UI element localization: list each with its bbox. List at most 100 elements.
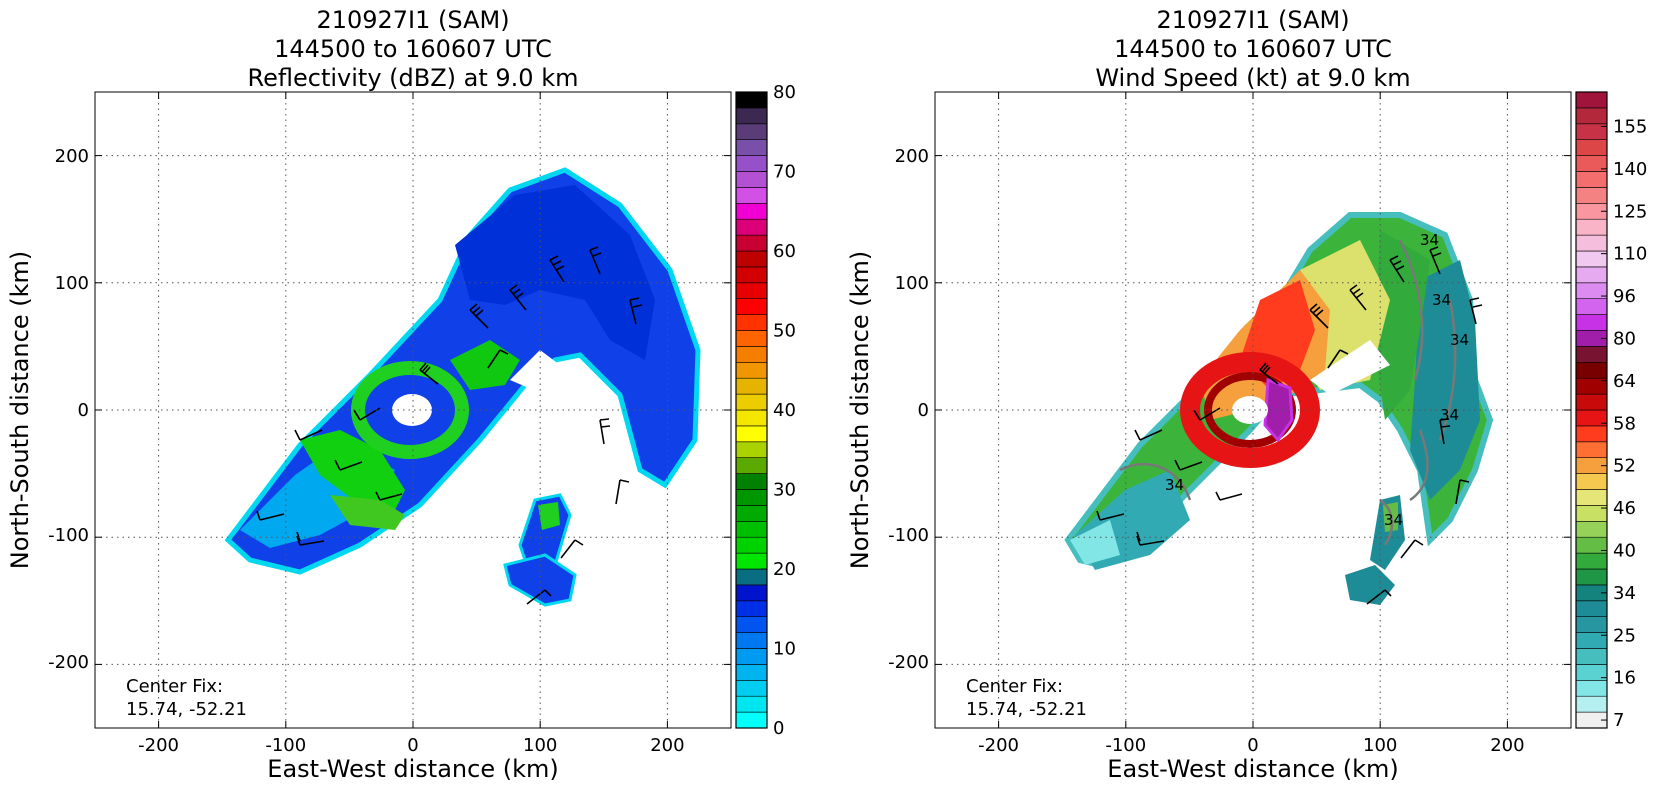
wind-speed-panel: 210927I1 (SAM) 144500 to 160607 UTC Wind… (846, 6, 1647, 783)
wind-speed-field-notch (1310, 340, 1390, 395)
wind-barb (1309, 303, 1329, 329)
contour-label: 34 (1440, 406, 1459, 424)
colorbar-tick-label: 110 (1613, 244, 1647, 265)
colorbar-box (735, 409, 768, 427)
colorbar-box (1575, 552, 1608, 570)
colorbar-tick-label: 80 (773, 82, 796, 103)
wind-speed-colorbar-labels: 7 16 25 34 40 46 52 58 64 80 96 110 125 140 155 (1613, 116, 1647, 731)
colorbar-box (735, 616, 768, 633)
wind-barb (256, 510, 285, 521)
wind-speed-colorbar (1575, 91, 1608, 729)
wind-barb (1327, 349, 1349, 369)
reflectivity-field-northeast (455, 185, 655, 360)
colorbar-tick-label: 20 (773, 559, 796, 580)
wind-speed-field-cyan-west (1070, 520, 1120, 565)
reflectivity-xtick-label: 100 (523, 735, 557, 756)
colorbar-box (735, 393, 768, 411)
colorbar-box (1575, 218, 1608, 236)
contour-line (1409, 429, 1429, 502)
wind-speed-contours (1119, 239, 1457, 546)
wind-speed-ylabel: North-South distance (km) (846, 251, 874, 570)
colorbar-box (735, 218, 768, 236)
wind-speed-xtick-label: 0 (1247, 735, 1258, 756)
colorbar-frame (1575, 91, 1608, 729)
colorbar-box (735, 473, 768, 490)
colorbar-box (735, 314, 768, 331)
colorbar-box (1575, 648, 1608, 665)
colorbar-box (1575, 107, 1608, 125)
colorbar-tick-label: 40 (773, 400, 796, 421)
wind-speed-ytick-label: -200 (888, 652, 929, 673)
reflectivity-xlabel: East-West distance (km) (267, 755, 558, 783)
wind-barb (1439, 418, 1451, 445)
colorbar-box (735, 250, 768, 268)
wind-speed-field-purple (1263, 377, 1294, 443)
wind-speed-title-line-3: Wind Speed (kt) at 9.0 km (1095, 64, 1410, 92)
colorbar-box (735, 520, 768, 538)
colorbar-tick-label: 80 (1613, 328, 1636, 349)
wind-speed-gridlines (935, 92, 1571, 728)
reflectivity-center-fix-label: Center Fix: (126, 676, 223, 697)
colorbar-tick-label: 64 (1613, 371, 1636, 392)
colorbar-box (1575, 346, 1608, 363)
colorbar-box (735, 266, 768, 284)
colorbar-tick-label: 46 (1613, 498, 1636, 519)
wind-speed-xtick-label: 100 (1363, 735, 1397, 756)
wind-speed-colorbar-ticks (1601, 125, 1607, 721)
colorbar-box (735, 139, 768, 156)
colorbar-tick-label: 40 (1613, 540, 1636, 561)
reflectivity-title-line-1: 210927I1 (SAM) (316, 6, 509, 34)
colorbar-tick-label: 30 (773, 480, 796, 501)
reflectivity-plot-area (95, 92, 731, 728)
contour-label: 34 (1165, 476, 1184, 494)
colorbar-box (1575, 425, 1608, 443)
colorbar-box (1575, 600, 1608, 617)
colorbar-box (735, 552, 768, 570)
wind-barb (334, 459, 363, 471)
reflectivity-colorbar (735, 91, 768, 729)
wind-barb (469, 303, 489, 329)
wind-speed-xtick-label: -200 (978, 735, 1019, 756)
colorbar-tick-label: 0 (773, 718, 784, 739)
colorbar-tick-label: 140 (1613, 159, 1647, 180)
wind-barb (1134, 429, 1163, 441)
wind-speed-field-band-2 (1345, 565, 1395, 605)
wind-speed-xtick-label: -100 (1105, 735, 1146, 756)
wind-barb (509, 284, 527, 311)
colorbar-box (735, 584, 768, 602)
reflectivity-xtick-label: -200 (138, 735, 179, 756)
colorbar-tick-label: 96 (1613, 286, 1636, 307)
colorbar-tick-label: 10 (773, 639, 796, 660)
wind-barb (549, 255, 565, 283)
wind-barb (560, 539, 584, 559)
reflectivity-ytick-label: -200 (48, 652, 89, 673)
reflectivity-field-band-green (538, 502, 560, 530)
wind-barb (599, 418, 611, 445)
colorbar-box (1575, 187, 1608, 204)
colorbar-box (735, 600, 768, 617)
colorbar-box (1575, 520, 1608, 538)
colorbar-box (1575, 91, 1608, 109)
colorbar-box (1575, 139, 1608, 156)
colorbar-box (735, 361, 768, 379)
reflectivity-center-fix-value: 15.74, -52.21 (126, 699, 247, 720)
colorbar-tick-label: 16 (1613, 668, 1636, 689)
wind-barb (1096, 510, 1125, 521)
reflectivity-field-notch (510, 350, 560, 395)
reflectivity-tick-marks (95, 92, 731, 728)
colorbar-box (735, 171, 768, 188)
wind-barb (629, 297, 643, 325)
reflectivity-colorbar-labels: 0 10 20 30 40 50 60 70 80 (773, 82, 796, 739)
reflectivity-ylabel: North-South distance (km) (6, 251, 34, 570)
colorbar-box (735, 425, 768, 443)
wind-speed-contour-labels: 34 34 34 34 34 34 (1165, 231, 1469, 529)
colorbar-box (1575, 171, 1608, 188)
wind-speed-ytick-label: 100 (895, 273, 929, 294)
colorbar-box (1575, 266, 1608, 284)
colorbar-box (735, 234, 768, 252)
colorbar-box (735, 711, 768, 729)
colorbar-box (735, 505, 768, 522)
wind-speed-tick-marks (935, 92, 1571, 728)
colorbar-box (735, 441, 768, 458)
